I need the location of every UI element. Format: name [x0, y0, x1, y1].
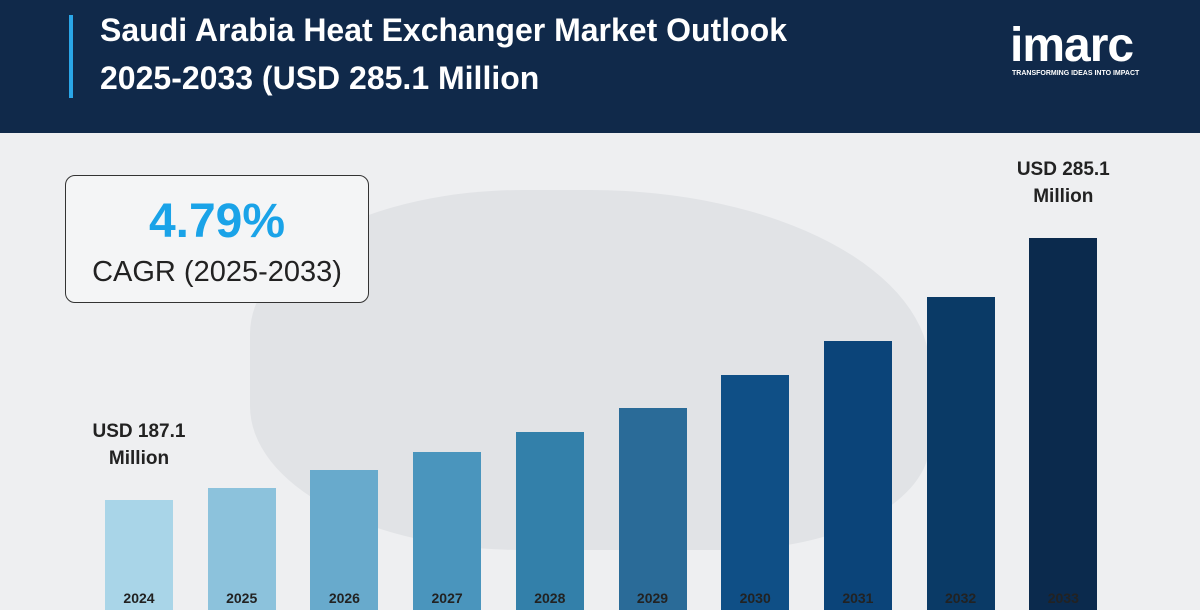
accent-bar [69, 15, 73, 98]
x-tick-label: 2029 [636, 590, 669, 606]
x-tick-label: 2027 [431, 590, 463, 606]
x-tick-label: 2028 [534, 590, 566, 606]
bar [310, 470, 379, 610]
bar [1029, 238, 1098, 610]
x-tick-label: 2033 [1047, 590, 1079, 606]
x-tick-label: 2030 [739, 590, 771, 606]
cagr-label: CAGR (2025-2033) [92, 256, 342, 288]
x-tick-label: 2031 [842, 590, 874, 606]
header: Saudi Arabia Heat Exchanger Market Outlo… [0, 0, 1200, 133]
bar [105, 500, 173, 610]
bar [926, 297, 995, 610]
bar [823, 341, 892, 610]
bar [618, 408, 687, 610]
bar [721, 375, 790, 610]
bar [515, 432, 584, 610]
cagr-value: 4.79% [148, 195, 286, 248]
brand-logo: imarc [1010, 19, 1134, 72]
value-label: USD 285.1 Million [1016, 159, 1110, 207]
bar [207, 488, 276, 610]
bar [413, 452, 482, 610]
brand-tagline: TRANSFORMING IDEAS INTO IMPACT [1012, 70, 1140, 77]
chart-title: Saudi Arabia Heat Exchanger Market Outlo… [100, 12, 787, 48]
chart-title: 2025-2033 (USD 285.1 Million [100, 60, 540, 96]
x-tick-label: 2025 [226, 590, 258, 606]
cagr-box: 4.79% CAGR (2025-2033) [65, 175, 369, 303]
value-label: USD 187.1 Million [92, 421, 186, 469]
x-tick-label: 2032 [945, 590, 977, 606]
x-tick-label: 2026 [328, 590, 360, 606]
x-tick-label: 2024 [123, 590, 155, 606]
